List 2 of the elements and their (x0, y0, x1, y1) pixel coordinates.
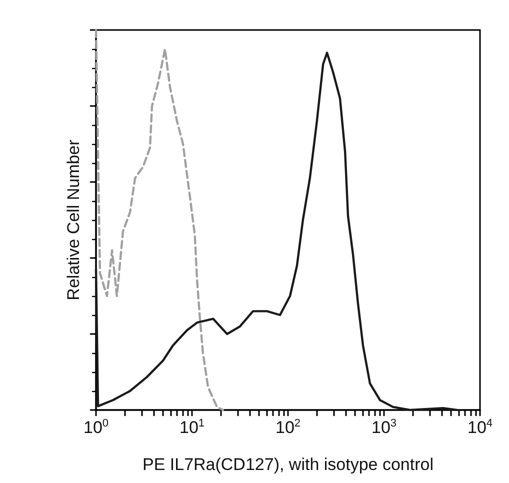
y-axis-title: Relative Cell Number (64, 139, 83, 300)
x-axis-title: PE IL7Ra(CD127), with isotype control (142, 455, 434, 474)
